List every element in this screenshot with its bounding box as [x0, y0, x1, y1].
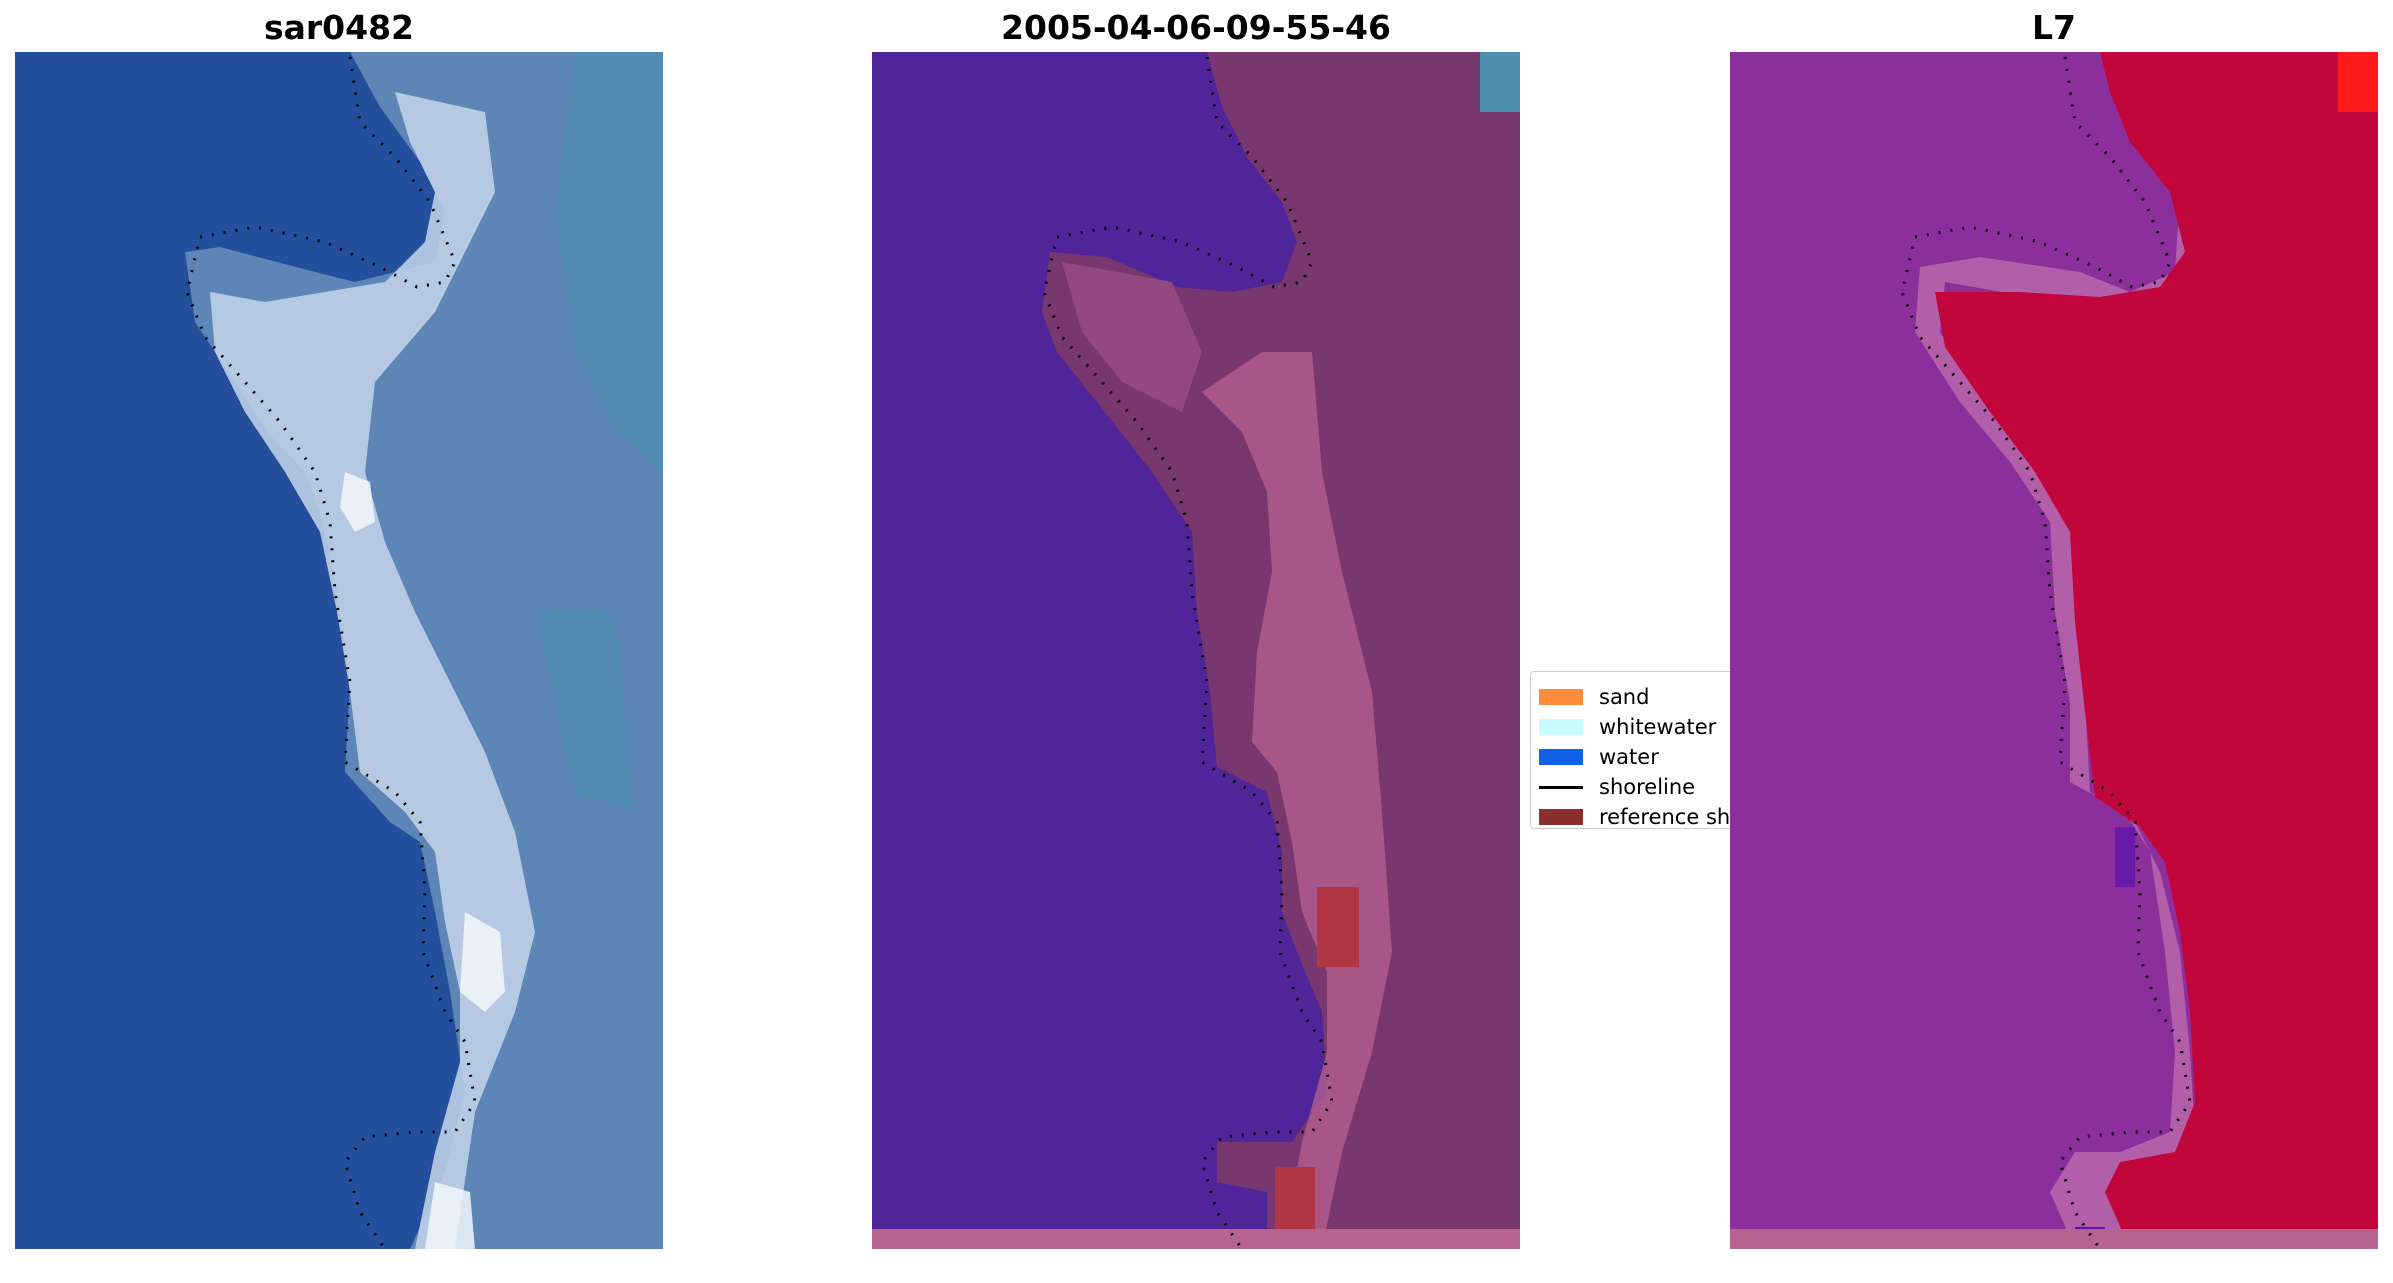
- legend-item-water: water: [1539, 742, 1659, 772]
- index-dark-pixel: [2115, 827, 2135, 887]
- index-image-panel: [1730, 52, 2378, 1249]
- legend-swatch-reference-shoreline: [1539, 809, 1583, 825]
- legend-swatch-water: [1539, 749, 1583, 765]
- panel-title-rgb: sar0482: [263, 8, 415, 47]
- rgb-image: [15, 52, 663, 1249]
- class-sand-patch: [1317, 887, 1359, 967]
- index-water-area: [1935, 52, 2378, 1249]
- legend-label: reference shoreline: [1599, 805, 1730, 829]
- class-beach-band: [1202, 352, 1392, 1249]
- index-high-corner: [2338, 52, 2378, 112]
- corner-pixel: [1480, 52, 1520, 112]
- panel-title-classified: 2005-04-06-09-55-46: [1001, 8, 1391, 47]
- offshore-teal: [535, 52, 663, 812]
- beach-band: [210, 92, 535, 1249]
- classified-image: [872, 52, 1520, 1249]
- legend-label: whitewater: [1599, 715, 1717, 739]
- panel-title-index: L7: [2032, 8, 2076, 47]
- legend-item-shoreline: shoreline: [1539, 772, 1695, 802]
- legend-label: sand: [1599, 685, 1650, 709]
- legend-line-shoreline: [1539, 785, 1583, 789]
- legend-item-whitewater: whitewater: [1539, 712, 1716, 742]
- bottom-edge-band: [1730, 1229, 2378, 1249]
- legend-swatch-whitewater: [1539, 719, 1583, 735]
- index-image: [1730, 52, 2378, 1249]
- legend-item-reference-shoreline: reference shoreline: [1539, 802, 1730, 829]
- rgb-image-panel: [15, 52, 663, 1249]
- bottom-edge-band: [872, 1229, 1520, 1249]
- classified-image-panel: [872, 52, 1520, 1249]
- legend: sand whitewater water shoreline referenc…: [1530, 671, 1730, 829]
- legend-swatch-sand: [1539, 689, 1583, 705]
- legend-item-sand: sand: [1539, 682, 1649, 712]
- legend-label: water: [1599, 745, 1659, 769]
- class-beach-upper: [1062, 262, 1202, 412]
- legend-label: shoreline: [1599, 775, 1696, 799]
